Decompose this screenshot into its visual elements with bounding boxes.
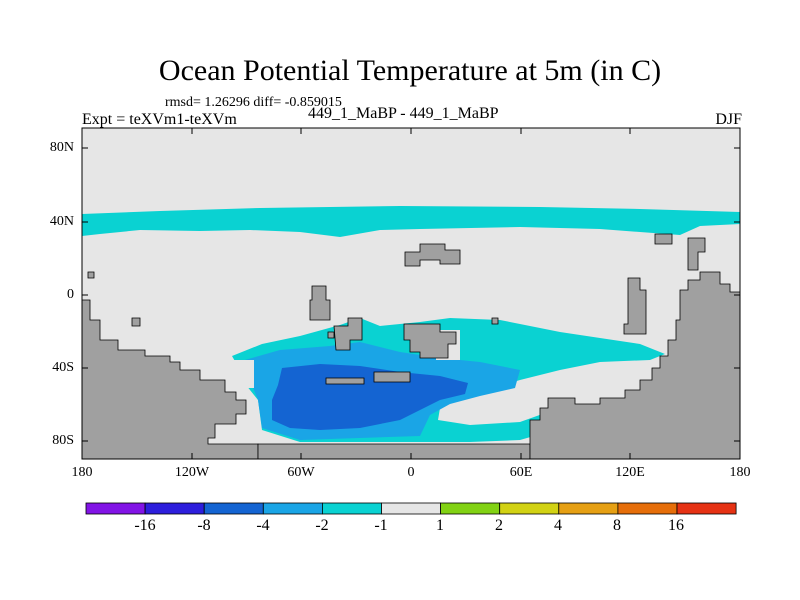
colorbar-swatch xyxy=(144,502,205,515)
case-label: 449_1_MaBP - 449_1_MaBP xyxy=(308,105,499,122)
colorbar-swatch xyxy=(381,502,441,515)
land-tiny-1 xyxy=(131,317,141,327)
lat-label-80n: 80N xyxy=(49,140,74,155)
lat-label-80s: 80S xyxy=(52,433,74,448)
colorbar-swatch xyxy=(262,502,323,515)
colorbar-swatch xyxy=(321,502,382,515)
land-block-east xyxy=(623,277,647,335)
season-label: DJF xyxy=(715,111,742,128)
colorbar-label: -4 xyxy=(256,517,270,534)
colorbar xyxy=(85,502,737,515)
colorbar-swatch xyxy=(676,502,737,515)
colorbar-label: -16 xyxy=(134,517,156,534)
lon-label-60w: 60W xyxy=(287,465,315,480)
colorbar-label: 4 xyxy=(554,517,562,534)
land-antarctica xyxy=(257,443,531,460)
colorbar-swatch xyxy=(558,502,619,515)
lon-ticks xyxy=(191,128,631,459)
colorbar-swatch xyxy=(203,502,264,515)
neutral-patch-west xyxy=(232,360,254,388)
lon-label-120w: 120W xyxy=(174,465,210,480)
land-central-peninsula xyxy=(403,323,457,359)
plot-title: Ocean Potential Temperature at 5m (in C) xyxy=(158,54,662,87)
lon-label-60e: 60E xyxy=(509,465,533,480)
colorbar-label: 8 xyxy=(613,517,621,534)
land-island-central-north xyxy=(404,243,461,267)
southern-cooling-strong xyxy=(272,364,468,430)
lon-label-180w: 180 xyxy=(71,465,93,480)
land-africa-east xyxy=(529,271,741,460)
land-tiny-2 xyxy=(87,271,95,279)
colorbar-label: -8 xyxy=(197,517,211,534)
colorbar-swatch xyxy=(617,502,678,515)
experiment-label: Expt = teXVm1-teXVm xyxy=(82,111,237,128)
land-mid-block xyxy=(333,317,363,351)
colorbar-label: -2 xyxy=(315,517,329,534)
colorbar-swatch xyxy=(85,502,146,515)
land-tiny-3 xyxy=(491,317,499,325)
stats-text: rmsd= 1.26296 diff= -0.859015 xyxy=(165,95,342,110)
colorbar-label: 1 xyxy=(436,517,444,534)
land-island-ne1 xyxy=(654,233,673,245)
lon-label-120e: 120E xyxy=(615,465,645,480)
colorbar-swatch xyxy=(499,502,560,515)
lon-label-0: 0 xyxy=(407,465,415,480)
colorbar-swatch xyxy=(440,502,501,515)
land-strip-2 xyxy=(373,371,411,383)
lat-label-0: 0 xyxy=(67,287,74,302)
colorbar-label: 2 xyxy=(495,517,503,534)
colorbar-label: 16 xyxy=(668,517,684,534)
land-mid-structure xyxy=(309,285,331,321)
land-strip-1 xyxy=(325,377,365,385)
land-tiny-4 xyxy=(327,331,335,339)
lat-label-40n: 40N xyxy=(49,214,74,229)
lon-label-180e: 180 xyxy=(729,465,751,480)
land-south-america xyxy=(81,299,259,460)
north-cooling-band xyxy=(82,206,740,237)
lat-ticks xyxy=(82,147,740,442)
colorbar-label: -1 xyxy=(374,517,388,534)
land-island-ne2 xyxy=(687,237,706,271)
lat-label-40s: 40S xyxy=(52,360,74,375)
land-masses xyxy=(81,233,741,460)
